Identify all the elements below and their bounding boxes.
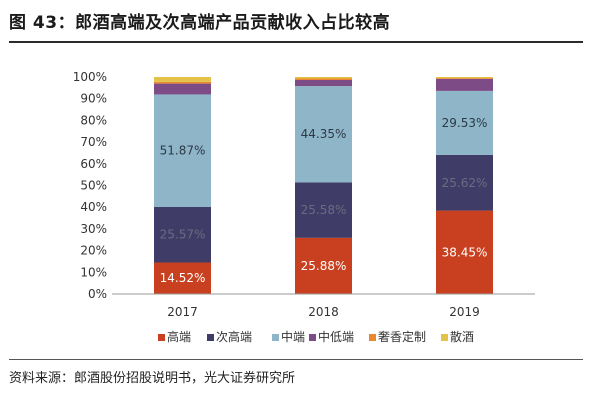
data-label: 25.88% [301, 259, 347, 273]
y-tick-label: 90% [80, 92, 107, 106]
legend-label: 高端 [167, 329, 191, 344]
title-rule [9, 41, 583, 43]
bar-segment [436, 77, 493, 79]
y-tick-label: 40% [80, 200, 107, 214]
legend: 高端 次高端 中端 中低端 奢香定制 散酒 [158, 329, 474, 344]
bar-segment [295, 182, 352, 238]
y-tick-label: 20% [80, 244, 107, 258]
legend-label: 次高端 [216, 329, 252, 344]
legend-label: 奢香定制 [378, 329, 426, 344]
bar-segment [154, 83, 211, 95]
figure-title: 图 43：郎酒高端及次高端产品贡献收入占比较高 [9, 13, 391, 33]
x-tick-label: 2017 [167, 305, 198, 319]
legend-swatch [207, 334, 214, 341]
y-tick-label: 0% [88, 287, 107, 301]
y-tick-label: 70% [80, 135, 107, 149]
bar-segment [154, 262, 211, 294]
x-axis: 2017 2018 2019 [112, 293, 535, 319]
y-tick-label: 50% [80, 179, 107, 193]
legend-swatch [272, 334, 279, 341]
legend-swatch [369, 334, 376, 341]
y-tick-label: 60% [80, 157, 107, 171]
x-tick-label: 2019 [449, 305, 480, 319]
bar-segment [436, 210, 493, 294]
data-label: 25.57% [160, 228, 206, 242]
stacked-bar-chart: 0% 10% 20% 30% 40% 50% 60% 70% 80% 90% 100% 14.52%… [73, 70, 535, 344]
y-tick-label: 100% [73, 70, 107, 84]
y-tick-label: 10% [80, 265, 107, 279]
data-label: 25.62% [442, 176, 488, 190]
legend-swatch [158, 334, 165, 341]
y-axis: 0% 10% 20% 30% 40% 50% 60% 70% 80% 90% 100% [73, 70, 107, 301]
bar-series: 14.52% 25.57% 51.87% 25.88% 25.58% 44.35% 38.4… [154, 77, 493, 294]
legend-label: 散酒 [450, 329, 474, 344]
bar-segment [436, 90, 493, 155]
source-note: 资料来源：郎酒股份招股说明书，光大证券研究所 [9, 371, 296, 386]
bar-segment [436, 78, 493, 79]
legend-swatch [309, 334, 316, 341]
data-label: 51.87% [160, 144, 206, 158]
data-label: 29.53% [442, 116, 488, 130]
data-label: 14.52% [160, 271, 206, 285]
bar-segment [154, 207, 211, 263]
y-tick-label: 30% [80, 222, 107, 236]
x-tick-label: 2018 [308, 305, 339, 319]
bar-segment [154, 77, 211, 82]
legend-label: 中低端 [318, 329, 354, 344]
bar-segment [295, 80, 352, 87]
source-rule [9, 359, 583, 360]
legend-label: 中端 [281, 329, 305, 344]
data-label: 38.45% [442, 245, 488, 259]
bar-segment [436, 78, 493, 91]
y-tick-label: 80% [80, 113, 107, 127]
bar-segment [295, 77, 352, 79]
bar-segment [295, 237, 352, 294]
bar-segment [154, 81, 211, 84]
data-label: 25.58% [301, 203, 347, 217]
bar-segment [436, 154, 493, 211]
bar-segment [295, 78, 352, 81]
bar-segment [154, 94, 211, 208]
legend-swatch [441, 334, 448, 341]
data-label: 44.35% [301, 127, 347, 141]
bar-segment [295, 86, 352, 183]
